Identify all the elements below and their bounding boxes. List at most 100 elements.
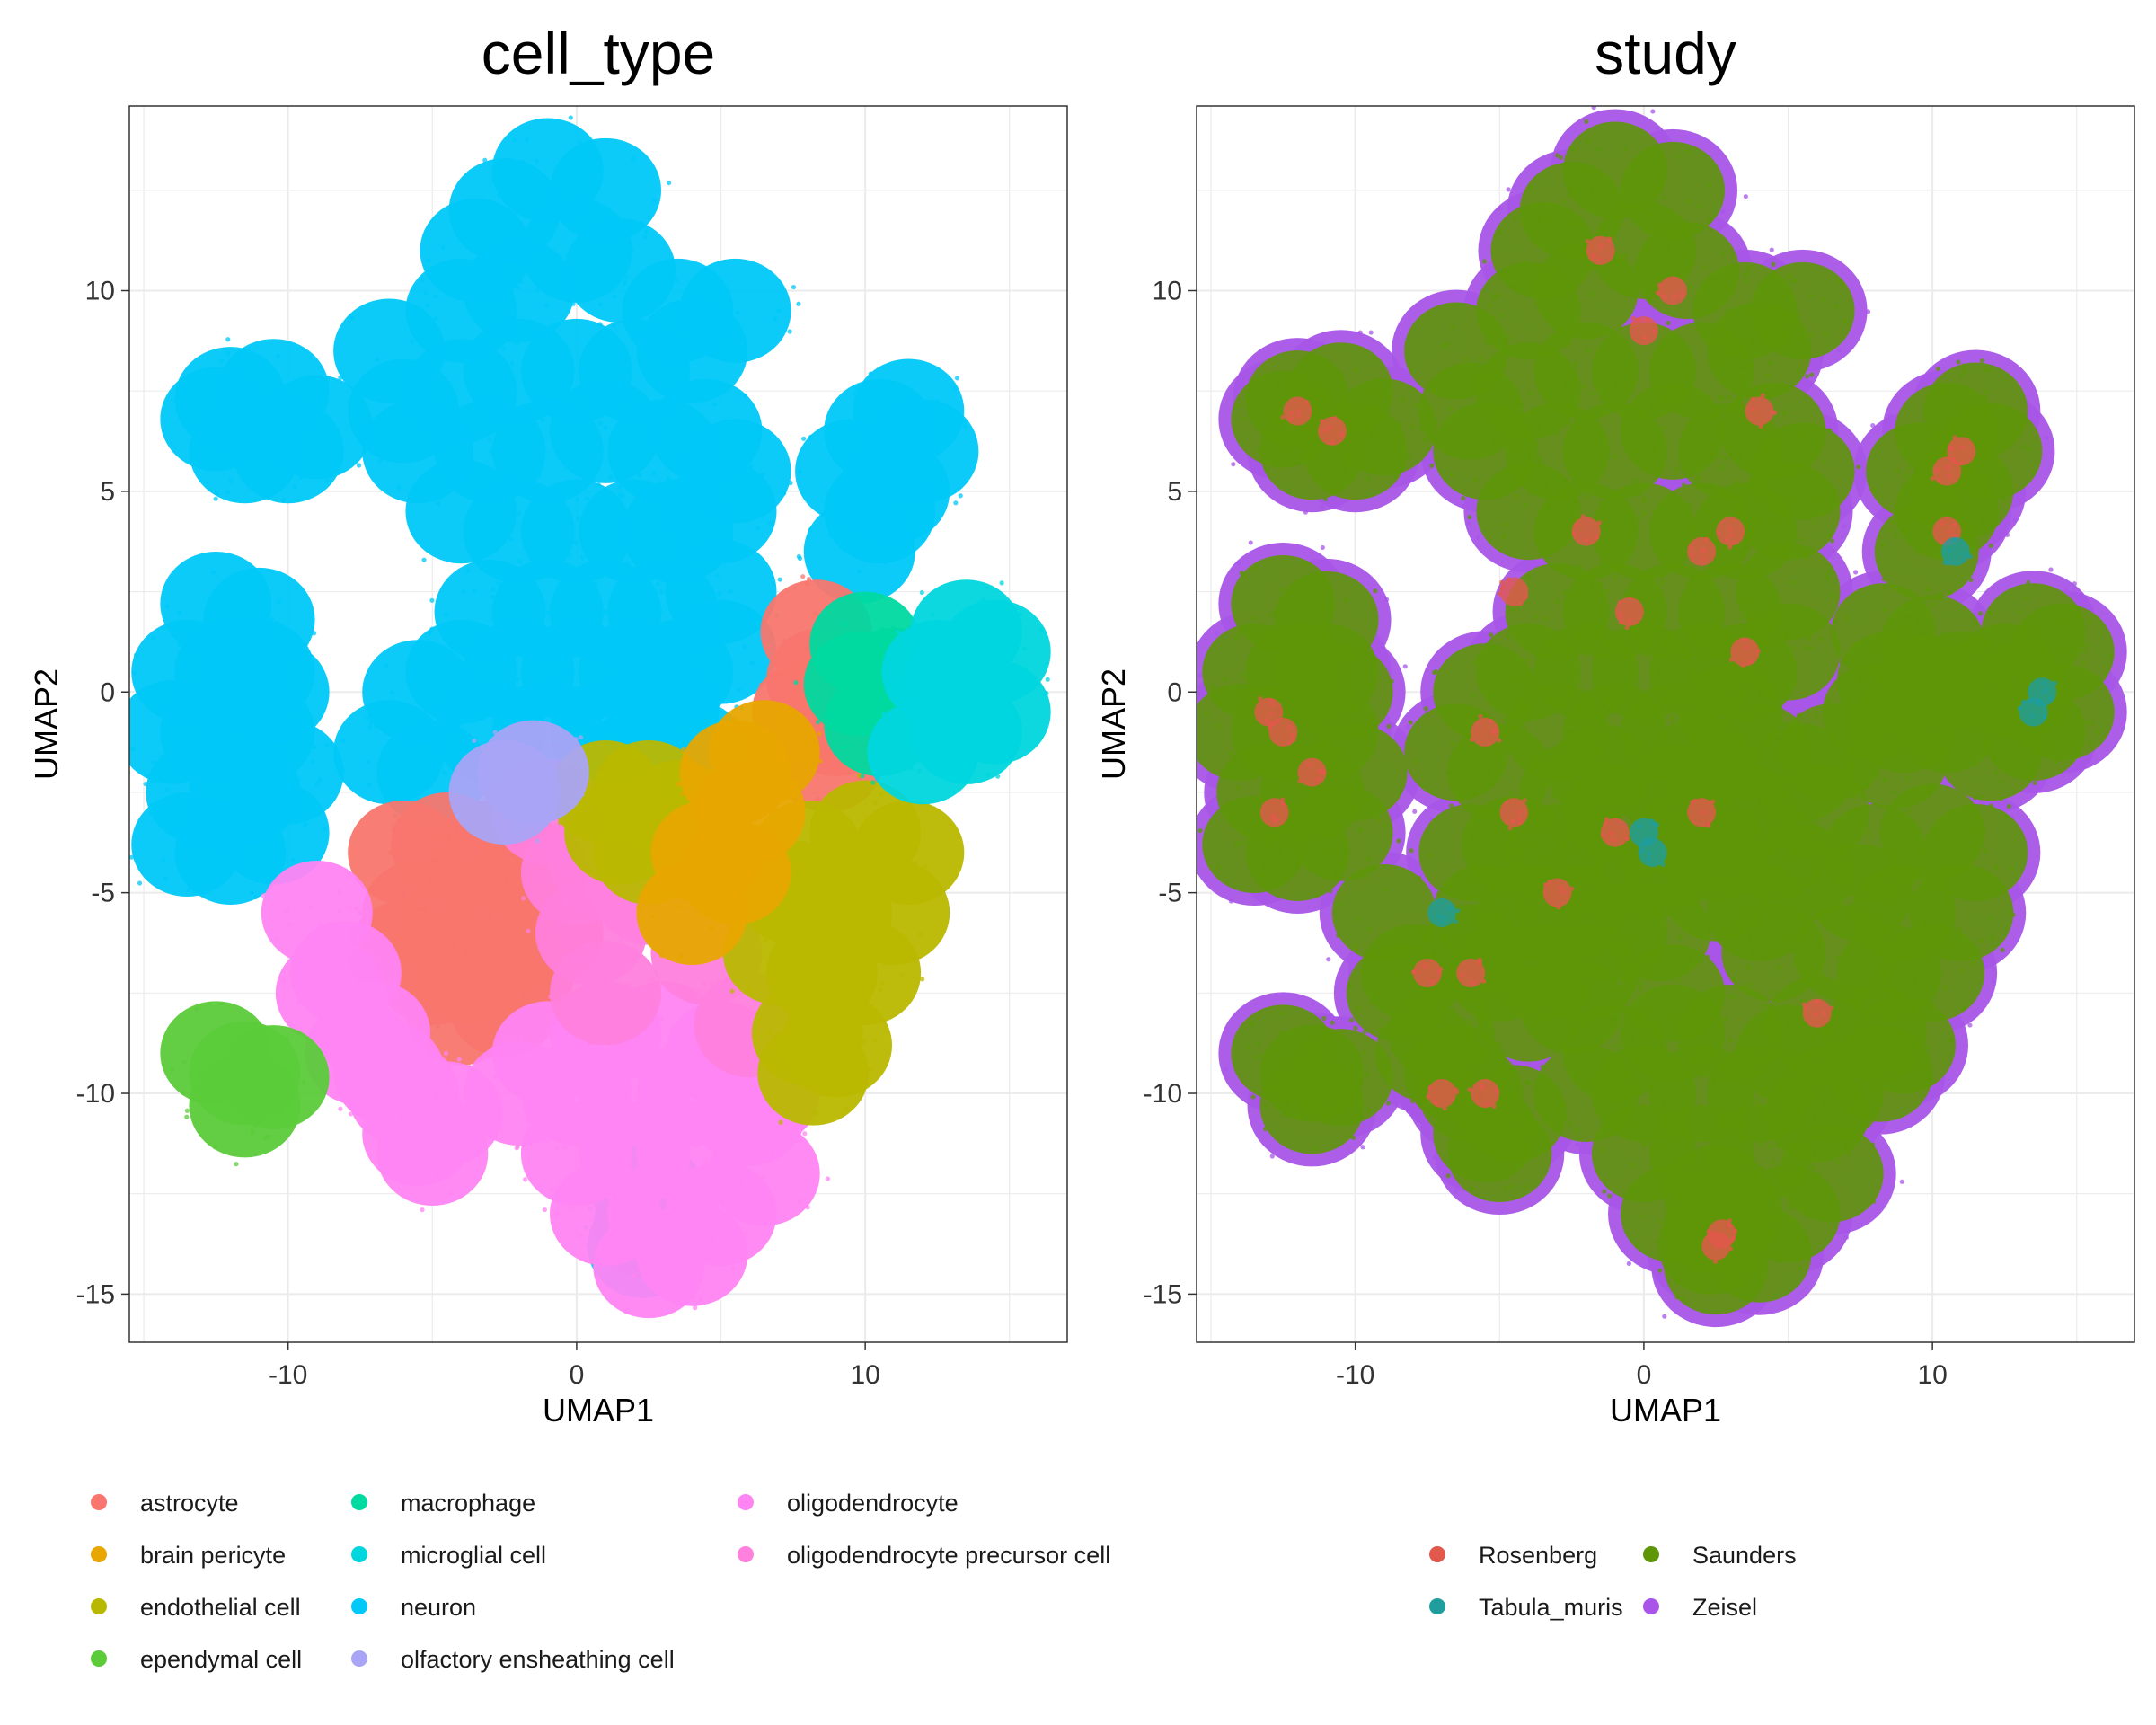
legend-swatch xyxy=(1429,1546,1445,1562)
legend-swatch xyxy=(351,1546,367,1562)
legend-swatch xyxy=(1429,1598,1445,1614)
y-tick-label: 10 xyxy=(85,277,115,306)
legend-item: macrophage xyxy=(351,1490,535,1517)
y-tick-label: 5 xyxy=(1167,477,1182,507)
cluster-Rosenberg xyxy=(1707,1218,1737,1249)
cluster-Rosenberg xyxy=(1497,577,1529,606)
legend-swatch xyxy=(351,1650,367,1667)
cluster-oligodendrocyte xyxy=(304,1000,416,1113)
cluster-Saunders xyxy=(1418,362,1524,460)
cluster-Tabula_muris xyxy=(1940,536,1973,566)
x-axis-ticks: -10 0 10 xyxy=(269,1342,880,1390)
x-tick-label: 10 xyxy=(1917,1360,1947,1390)
legend-cell-type: astrocyte brain pericyte endothelial cell e… xyxy=(91,1490,1110,1673)
x-tick-label: 0 xyxy=(570,1360,585,1390)
cluster-Rosenberg xyxy=(1728,637,1761,668)
cluster-Rosenberg xyxy=(1456,957,1487,987)
cluster-neuron xyxy=(160,367,272,472)
y-tick-label: -10 xyxy=(1144,1079,1182,1109)
legend-label: Saunders xyxy=(1692,1542,1797,1569)
legend-item: microglial cell xyxy=(351,1542,546,1569)
x-tick-label: -10 xyxy=(1336,1360,1374,1390)
cluster-Rosenberg xyxy=(1745,393,1778,429)
legend-item: Zeisel xyxy=(1643,1594,1757,1621)
y-tick-label: -5 xyxy=(91,879,115,908)
legend-item: Saunders xyxy=(1643,1542,1797,1569)
cluster-Rosenberg xyxy=(1655,276,1688,305)
plot-border xyxy=(128,105,1068,1343)
cluster-Rosenberg xyxy=(1469,713,1502,747)
cluster-neuron xyxy=(520,198,634,307)
cluster-microglial-cell xyxy=(896,640,1008,748)
legend-label: Rosenberg xyxy=(1479,1542,1597,1569)
cluster-Tabula_muris xyxy=(1427,898,1461,927)
x-tick-label: -10 xyxy=(269,1360,307,1390)
cluster-Saunders xyxy=(1827,1019,1933,1122)
legend-swatch xyxy=(351,1598,367,1614)
scatter-points xyxy=(1197,106,2127,1328)
y-tick-label: -10 xyxy=(76,1079,115,1109)
legend-label: Tabula_muris xyxy=(1479,1594,1623,1621)
cluster-Saunders xyxy=(1736,463,1841,561)
cluster-neuron xyxy=(217,776,330,885)
legend-label: astrocyte xyxy=(140,1490,239,1517)
legend-label: macrophage xyxy=(401,1490,535,1517)
legend-study: Rosenberg Tabula_muris Saunders Zeisel xyxy=(1429,1542,1797,1621)
y-tick-label: -15 xyxy=(1144,1279,1182,1309)
cluster-Tabula_muris xyxy=(1638,837,1667,867)
legend-label: oligodendrocyte precursor cell xyxy=(787,1542,1110,1569)
cluster-Rosenberg xyxy=(1687,798,1717,828)
panel-study: study -10 0 10 10 5 0 -5 -10 -15 UMAP1 UMAP2 Ro… xyxy=(1095,20,2135,1621)
cluster-Saunders xyxy=(1250,1057,1365,1154)
cluster-Saunders xyxy=(1274,623,1379,721)
legend-label: brain pericyte xyxy=(140,1542,286,1569)
cluster-Rosenberg xyxy=(1801,998,1834,1028)
cluster-Saunders xyxy=(1707,863,1812,961)
y-axis-ticks: 10 5 0 -5 -10 -15 xyxy=(1144,277,1197,1309)
legend-item: Rosenberg xyxy=(1429,1542,1597,1569)
cluster-Rosenberg xyxy=(1947,435,1976,466)
cluster-Rosenberg xyxy=(1716,517,1745,550)
cluster-Rosenberg xyxy=(1930,456,1962,486)
cluster-Saunders xyxy=(1611,944,1726,1042)
cluster-Rosenberg xyxy=(1426,1079,1460,1111)
cluster-Rosenberg xyxy=(1499,798,1529,831)
cluster-neuron xyxy=(348,358,460,464)
cluster-Rosenberg xyxy=(1254,696,1284,727)
legend-swatch xyxy=(738,1494,754,1510)
legend-swatch xyxy=(738,1546,754,1562)
cluster-Rosenberg xyxy=(1542,878,1575,910)
cluster-olfactory-ensheathing-cell xyxy=(448,738,561,845)
legend-item: astrocyte xyxy=(91,1490,239,1517)
legend-item: olfactory ensheathing cell xyxy=(351,1646,675,1673)
cluster-Rosenberg xyxy=(1297,757,1327,787)
legend-swatch xyxy=(1643,1598,1659,1614)
cluster-neuron xyxy=(838,435,959,546)
cluster-Rosenberg xyxy=(1280,396,1312,426)
cluster-Tabula_muris xyxy=(2028,677,2058,707)
y-tick-label: -5 xyxy=(1158,879,1182,908)
y-tick-label: 0 xyxy=(100,677,115,707)
cluster-oligodendrocyte-precursor-cell xyxy=(548,941,662,1046)
cluster-Rosenberg xyxy=(1411,958,1444,987)
legend-item: endothelial cell xyxy=(91,1594,301,1621)
chart-title: cell_type xyxy=(482,20,716,86)
cluster-Rosenberg xyxy=(1467,1079,1500,1109)
cluster-Rosenberg xyxy=(1585,235,1615,265)
x-axis-label: UMAP1 xyxy=(543,1392,654,1429)
scatter-points xyxy=(129,115,1051,1319)
x-axis-ticks: -10 0 10 xyxy=(1336,1342,1948,1390)
cluster-endothelial-cell xyxy=(757,1019,870,1126)
legend-label: ependymal cell xyxy=(140,1646,302,1673)
legend-swatch xyxy=(91,1598,107,1614)
x-axis-label: UMAP1 xyxy=(1610,1392,1721,1429)
legend-swatch xyxy=(351,1494,367,1510)
cluster-brain-pericyte xyxy=(636,854,754,965)
cluster-Saunders xyxy=(1874,635,1982,741)
cluster-Rosenberg xyxy=(1571,514,1603,546)
legend-swatch xyxy=(91,1546,107,1562)
cluster-Rosenberg xyxy=(1629,315,1658,346)
x-tick-label: 0 xyxy=(1637,1360,1652,1390)
legend-label: Zeisel xyxy=(1692,1594,1757,1621)
